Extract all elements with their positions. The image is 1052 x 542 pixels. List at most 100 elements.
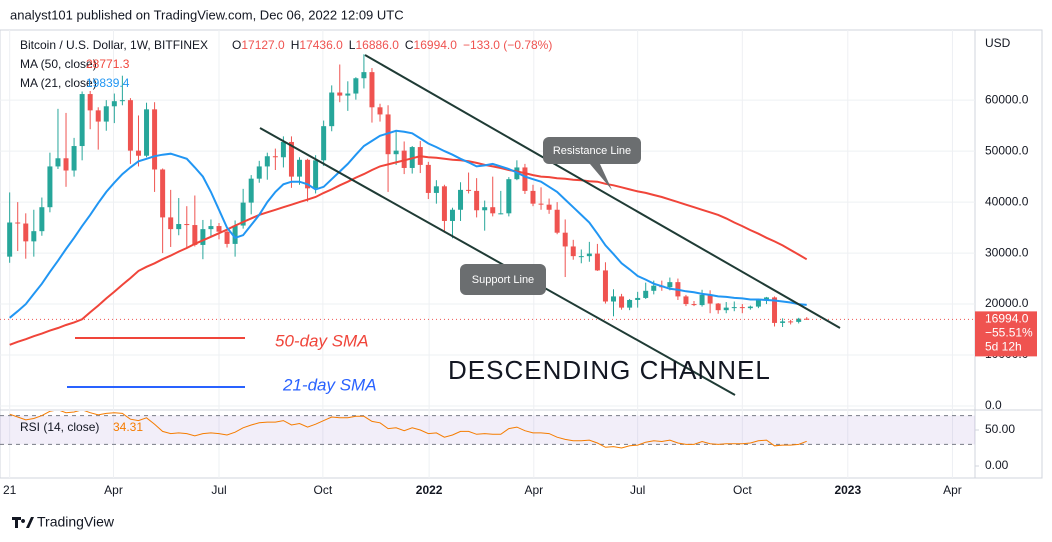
- ohlc-key: L: [349, 38, 356, 52]
- y-tick-label: 20000.0: [985, 296, 1029, 310]
- ma21-value: 19839.4: [86, 76, 130, 90]
- x-tick-label: Jul: [211, 483, 226, 497]
- x-tick-label: Jul: [630, 483, 645, 497]
- price-pane: [0, 54, 975, 346]
- candle-body: [498, 213, 504, 215]
- currency-label: USD: [985, 36, 1011, 50]
- candle-body: [280, 141, 286, 158]
- ohlc-key: O: [232, 38, 241, 52]
- change-label: −55.51%: [985, 326, 1033, 340]
- x-tick-label: Apr: [524, 483, 543, 497]
- candle-body: [643, 290, 649, 298]
- candle-body: [546, 204, 552, 210]
- candle-body: [216, 226, 222, 232]
- indicator-line: [9, 155, 808, 346]
- grid: [0, 30, 979, 478]
- resistance-callout: [543, 137, 641, 164]
- candle-body: [570, 246, 576, 257]
- candle-body: [63, 158, 69, 171]
- candle-body: [594, 253, 600, 271]
- candle-body: [635, 297, 641, 300]
- candle-body: [79, 94, 85, 147]
- y-tick-label: 30000.0: [985, 245, 1029, 259]
- x-tick-label: 21: [3, 483, 17, 497]
- ohlc-key: C: [405, 38, 414, 52]
- candle-body: [522, 167, 528, 191]
- countdown-label: 5d 12h: [985, 340, 1022, 354]
- indicator-line: [9, 129, 807, 319]
- candle-body: [305, 159, 311, 189]
- candle-body: [208, 226, 214, 230]
- candle-body: [699, 294, 705, 306]
- y-tick-label: 60000.0: [985, 92, 1029, 106]
- ma21-legend: MA (21, close): [20, 76, 97, 90]
- legend: Bitcoin / U.S. Dollar, 1W, BITFINEX MA (…: [20, 38, 552, 434]
- candle-body: [345, 93, 351, 96]
- candle-body: [47, 166, 53, 208]
- candle-body: [224, 231, 230, 244]
- candle-body: [168, 217, 174, 230]
- ohlc-value: 16994.0: [414, 38, 458, 52]
- ohlc-value: 17127.0: [241, 38, 285, 52]
- candle-body: [562, 232, 568, 247]
- support-label: Support Line: [472, 274, 534, 286]
- sma21-label: 21-day SMA: [282, 375, 377, 394]
- support-line: [259, 127, 736, 396]
- candle-body: [538, 203, 544, 205]
- candle-body: [723, 307, 729, 311]
- last-price-tag: [975, 311, 1037, 357]
- candle-body: [788, 321, 794, 323]
- x-tick-label: Oct: [733, 483, 752, 497]
- x-tick-label: 2023: [834, 483, 861, 497]
- candle-body: [337, 92, 343, 96]
- candle-body: [739, 307, 745, 309]
- candle-body: [313, 160, 319, 189]
- candle-body: [353, 78, 359, 94]
- candle-body: [578, 256, 584, 258]
- candle-body: [796, 318, 802, 322]
- candle-body: [111, 101, 117, 107]
- y-tick-label: 50.00: [985, 422, 1015, 436]
- indicator-line: [9, 411, 807, 449]
- candle-body: [651, 285, 657, 291]
- candle-body: [288, 141, 294, 177]
- candle-body: [272, 156, 278, 158]
- sma50-label: 50-day SMA: [275, 331, 369, 350]
- resistance-line: [364, 54, 841, 329]
- candle-body: [466, 189, 472, 191]
- candle-body: [554, 209, 560, 233]
- candle-body: [691, 304, 697, 306]
- candle-body: [103, 106, 109, 122]
- candle-body: [506, 179, 512, 214]
- candle-body: [39, 207, 45, 232]
- candle-body: [321, 126, 327, 161]
- ohlc-value: 16886.0: [355, 38, 399, 52]
- candle-body: [804, 318, 810, 320]
- candle-body: [87, 94, 93, 111]
- candle-body: [95, 110, 101, 122]
- candle-body: [144, 109, 150, 156]
- rsi-value: 34.31: [113, 420, 143, 434]
- last-price-label: 16994.0: [985, 312, 1029, 326]
- x-tick-label: Apr: [943, 483, 962, 497]
- support-callout: [460, 264, 546, 295]
- candle-body: [715, 303, 721, 311]
- candle-body: [176, 224, 182, 230]
- y-tick-label: 0.0: [985, 398, 1002, 412]
- candle-body: [71, 146, 77, 171]
- ohlc-value: 17436.0: [299, 38, 343, 52]
- candle-body: [7, 222, 13, 257]
- candle-body: [31, 231, 37, 242]
- candle-body: [683, 296, 689, 305]
- brand-name: TradingView: [37, 514, 115, 530]
- symbol-title: Bitcoin / U.S. Dollar, 1W, BITFINEX: [20, 38, 208, 52]
- x-tick-label: 2022: [416, 483, 443, 497]
- candle-body: [586, 253, 592, 257]
- candle-body: [482, 207, 488, 211]
- rsi-legend: RSI (14, close): [20, 420, 99, 434]
- candle-body: [184, 224, 190, 226]
- candle-body: [755, 299, 761, 307]
- candle-body: [152, 109, 158, 170]
- candle-body: [240, 202, 246, 226]
- drawings: Resistance Line Support Line 50-day SMA …: [67, 54, 841, 396]
